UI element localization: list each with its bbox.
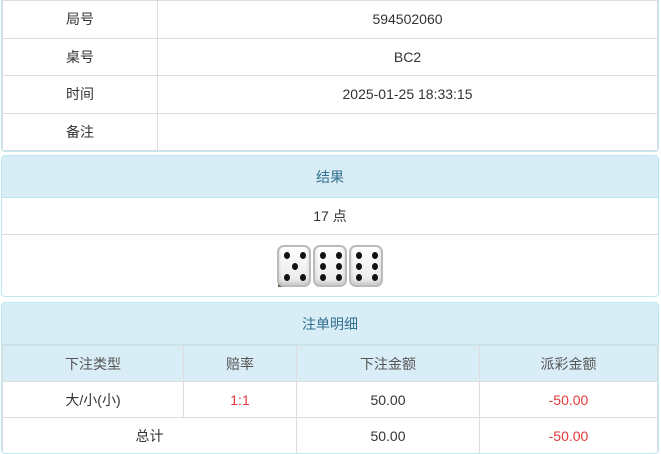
pip [300,274,306,281]
info-value: BC2 [157,37,658,76]
result-panel: 结果 17 点 i [1,155,659,297]
result-title: 结果 [2,156,658,198]
bet-detail-panel: 注单明细 下注类型 赔率 下注金额 派彩金额 大/小(小) 1:1 50.00 … [1,302,659,454]
pip [320,252,326,259]
info-value: 2025-01-25 18:33:15 [157,75,658,114]
pip [336,263,342,270]
pip [356,252,362,259]
round-info-table: 局号 594502060 桌号 BC2 时间 2025-01-25 18:33:15 … [1,0,659,152]
info-value: 594502060 [157,0,658,39]
pip [320,263,326,270]
bet-odds: 1:1 [183,381,297,418]
col-odds: 赔率 [183,345,297,382]
col-bet-amount: 下注金额 [296,345,480,382]
info-label: 桌号 [2,37,158,76]
dice-display: i [2,235,658,296]
info-row-table: 桌号 BC2 [2,37,658,76]
pip [284,274,290,281]
total-payout: -50.00 [479,417,658,453]
info-label: 局号 [2,0,158,39]
pip [372,263,378,270]
info-label: 备注 [2,112,158,151]
pip [336,252,342,259]
bet-amount: 50.00 [296,381,480,418]
bet-detail-title: 注单明细 [2,303,658,345]
info-row-time: 时间 2025-01-25 18:33:15 [2,75,658,114]
col-payout: 派彩金额 [479,345,658,382]
pip [284,252,290,259]
bet-type: 大/小(小) [2,381,184,418]
pip [300,252,306,259]
pip [356,263,362,270]
info-row-round: 局号 594502060 [2,0,658,39]
bet-row: 大/小(小) 1:1 50.00 -50.00 [2,381,658,418]
pip [372,252,378,259]
info-value [157,112,658,151]
pip [356,274,362,281]
result-points: 17 点 [2,198,658,235]
die-6-icon [313,245,347,287]
pip [292,263,298,270]
total-label: 总计 [2,417,297,453]
info-row-note: 备注 [2,112,658,151]
bet-header-row: 下注类型 赔率 下注金额 派彩金额 [2,345,658,382]
die-5-icon [277,245,311,287]
total-row: 总计 50.00 -50.00 [2,417,658,453]
pip [372,274,378,281]
die-6-icon [349,245,383,287]
pip [320,274,326,281]
info-label: 时间 [2,75,158,114]
bet-payout: -50.00 [479,381,658,418]
pip [336,274,342,281]
col-bet-type: 下注类型 [2,345,184,382]
total-amount: 50.00 [296,417,480,453]
